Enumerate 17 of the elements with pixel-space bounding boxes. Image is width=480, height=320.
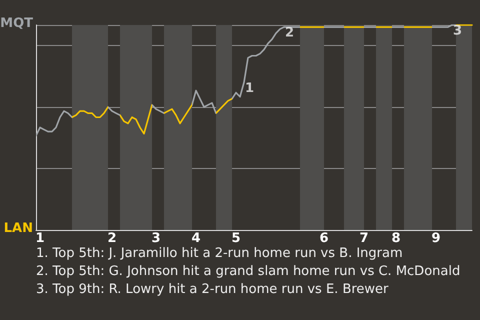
text: 1. Top 5th: J. Jaramillo hit a 2-run home run vs B. Ingram: [36, 246, 403, 261]
x-tick-label: 9: [431, 231, 441, 246]
text: LAN: [4, 221, 34, 236]
x-tick-label: 3: [151, 231, 161, 246]
text: 3. Top 9th: R. Lowry hit a 2-run home run vs E. Brewer: [36, 282, 390, 297]
annotation: 2: [285, 26, 294, 41]
x-tick-label: 7: [359, 231, 369, 246]
x-tick-label: 1: [35, 231, 45, 246]
annotation: 3: [453, 24, 462, 38]
text: 2. Top 5th: G. Johnson hit a grand slam home run vs C. McDonald: [36, 264, 460, 279]
x-tick-label: 4: [191, 231, 201, 246]
x-tick-label: 8: [391, 231, 401, 246]
x-tick-label: 6: [319, 231, 329, 246]
x-tick-label: 5: [231, 231, 241, 246]
text: MQT: [0, 16, 34, 31]
x-tick-label: 2: [107, 231, 117, 246]
annotation: 1: [245, 80, 254, 96]
